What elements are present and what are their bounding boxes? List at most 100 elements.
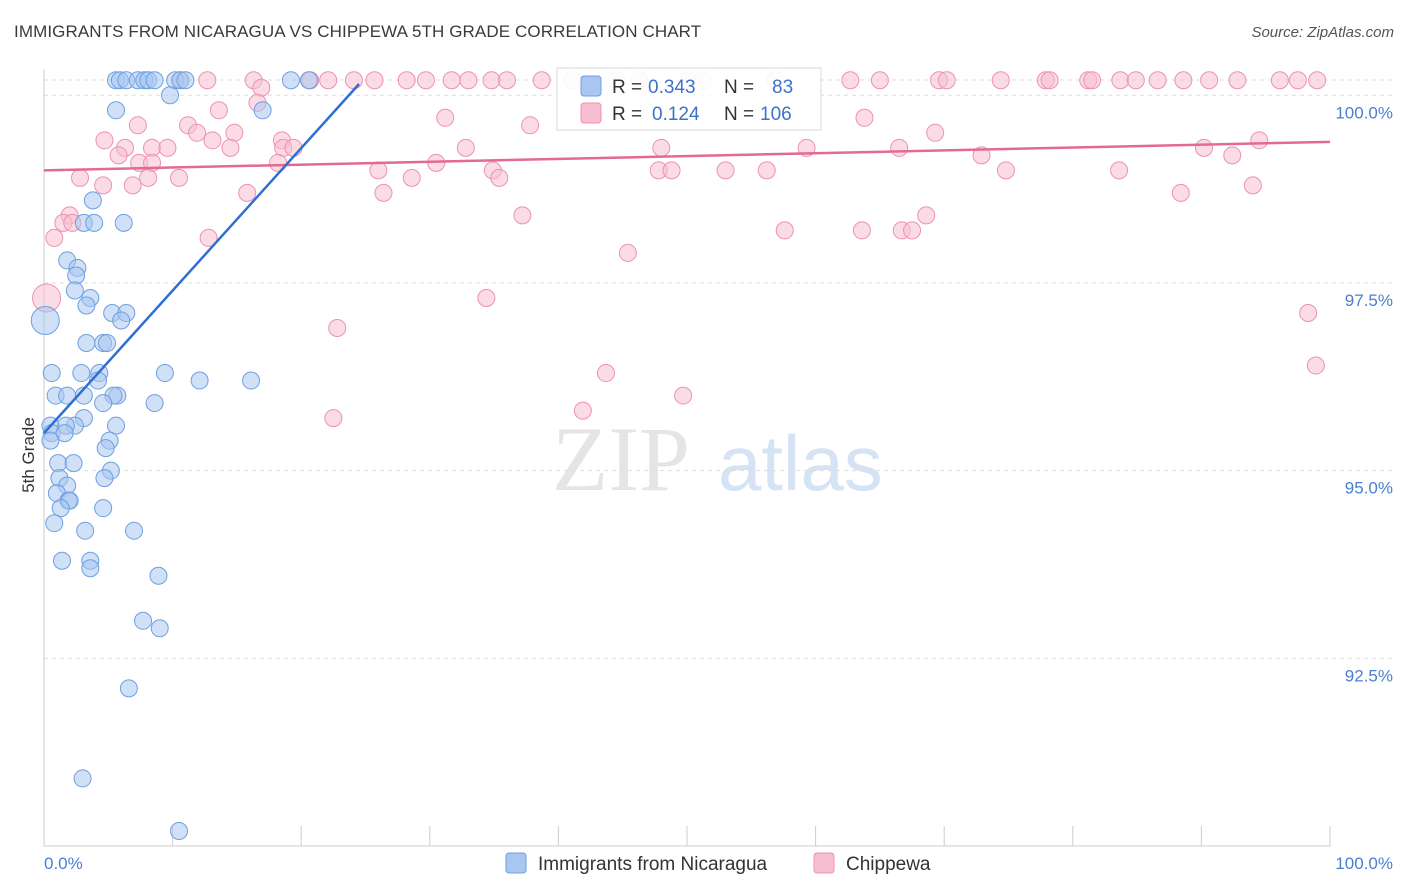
- nicaragua-point-66: [94, 499, 113, 518]
- chippewa-point-38: [252, 78, 271, 97]
- chippewa-point-109: [573, 401, 592, 420]
- chippewa-point-60: [652, 138, 671, 157]
- legend-r-label-2: R =: [612, 104, 642, 125]
- chippewa-point-48: [203, 131, 222, 150]
- chippewa-point-31: [1148, 71, 1167, 90]
- chippewa-point-46: [521, 116, 540, 135]
- chippewa-point-93: [513, 206, 532, 225]
- chippewa-point-108: [674, 386, 693, 405]
- legend-box: R = 0.343 N = 83 R = 0.124 N = 106: [556, 67, 822, 131]
- chippewa-point-86: [374, 183, 393, 202]
- legend-n-label-1: N =: [724, 77, 754, 98]
- chippewa-point-59: [456, 138, 475, 157]
- chippewa-point-104: [1299, 303, 1318, 322]
- nicaragua-trend-line: [43, 83, 360, 434]
- chippewa-point-66: [109, 146, 128, 165]
- tick-labels: 92.5% 95.0% 97.5% 100.0% 0.0% 100.0%: [44, 103, 1393, 873]
- chippewa-point-98: [775, 221, 794, 240]
- chippewa-point-61: [797, 138, 816, 157]
- nicaragua-point-78: [170, 821, 189, 840]
- nicaragua-point-21: [67, 266, 86, 285]
- nicaragua-point-69: [125, 521, 144, 540]
- chippewa-point-51: [1250, 131, 1269, 150]
- chippewa-point-99: [199, 228, 218, 247]
- nicaragua-point-28: [112, 311, 131, 330]
- trend-lines: [43, 83, 1331, 434]
- y-axis-label: 5th Grade: [19, 417, 38, 493]
- chippewa-point-95: [852, 221, 871, 240]
- chippewa-point-101: [618, 243, 637, 262]
- chippewa-point-44: [855, 108, 874, 127]
- bottom-legend-swatch-nicaragua: [505, 852, 527, 874]
- chippewa-point-24: [991, 71, 1010, 90]
- chippewa-point-84: [94, 176, 113, 195]
- nicaragua-point-71: [53, 551, 72, 570]
- nicaragua-point-15: [83, 191, 102, 210]
- nicaragua-point-57: [64, 454, 83, 473]
- nicaragua-point-24: [77, 296, 96, 315]
- source-label: Source: ZipAtlas.com: [1251, 24, 1394, 41]
- chippewa-point-21: [870, 71, 889, 90]
- nicaragua-point-35: [155, 364, 174, 383]
- chippewa-point-42: [188, 123, 207, 142]
- nicaragua-point-12: [161, 86, 180, 105]
- chippewa-point-58: [284, 138, 303, 157]
- chippewa-point-78: [1110, 161, 1129, 180]
- y-tick-label-1: 95.0%: [1345, 479, 1393, 498]
- nicaragua-points: [30, 71, 318, 840]
- legend-swatch-chippewa: [580, 102, 602, 124]
- chippewa-point-43: [128, 116, 147, 135]
- chippewa-point-33: [1200, 71, 1219, 90]
- x-tick-label-0: 0.0%: [44, 854, 83, 873]
- nicaragua-point-11: [299, 71, 318, 90]
- chippewa-point-23: [937, 71, 956, 90]
- chippewa-point-12: [497, 71, 516, 90]
- chippewa-point-47: [225, 123, 244, 142]
- nicaragua-point-10: [281, 71, 300, 90]
- chippewa-point-55: [158, 138, 177, 157]
- chippewa-point-7: [397, 71, 416, 90]
- nicaragua-point-36: [190, 371, 209, 390]
- chippewa-point-107: [596, 364, 615, 383]
- chippewa-point-11: [482, 71, 501, 90]
- nicaragua-point-33: [72, 364, 91, 383]
- nicaragua-point-48: [107, 416, 126, 435]
- bottom-legend: Immigrants from Nicaragua Chippewa: [505, 852, 931, 875]
- nicaragua-point-74: [134, 611, 153, 630]
- nicaragua-point-42: [74, 386, 93, 405]
- nicaragua-point-9: [176, 71, 195, 90]
- chippewa-point-40: [209, 101, 228, 120]
- nicaragua-point-77: [73, 769, 92, 788]
- nicaragua-point-67: [45, 514, 64, 533]
- chippewa-trend-line: [43, 140, 1331, 172]
- chippewa-point-87: [1171, 183, 1190, 202]
- chippewa-point-52: [95, 131, 114, 150]
- chippewa-point-63: [1194, 138, 1213, 157]
- y-tick-label-3: 100.0%: [1335, 103, 1393, 122]
- chippewa-point-4: [319, 71, 338, 90]
- watermark-atlas: atlas: [718, 419, 883, 507]
- chippewa-point-9: [442, 71, 461, 90]
- nicaragua-point-75: [150, 619, 169, 638]
- nicaragua-point-22: [65, 281, 84, 300]
- nicaragua-point-73: [149, 566, 168, 585]
- chippewa-point-29: [1111, 71, 1130, 90]
- nicaragua-point-31: [98, 334, 117, 353]
- chippewa-point-65: [1223, 146, 1242, 165]
- chippewa-point-80: [139, 168, 158, 187]
- chippewa-point-64: [972, 146, 991, 165]
- chippewa-point-36: [1288, 71, 1307, 90]
- chippewa-point-88: [1243, 176, 1262, 195]
- bottom-legend-label-chippewa: Chippewa: [846, 854, 931, 875]
- chippewa-point-20: [841, 71, 860, 90]
- chippewa-point-76: [757, 161, 776, 180]
- chippewa-point-28: [1083, 71, 1102, 90]
- nicaragua-point-13: [107, 101, 126, 120]
- chippewa-point-10: [459, 71, 478, 90]
- nicaragua-point-59: [95, 469, 114, 488]
- nicaragua-point-27: [30, 305, 60, 335]
- bottom-legend-label-nicaragua: Immigrants from Nicaragua: [538, 854, 768, 875]
- chippewa-point-30: [1126, 71, 1145, 90]
- nicaragua-point-45: [145, 394, 164, 413]
